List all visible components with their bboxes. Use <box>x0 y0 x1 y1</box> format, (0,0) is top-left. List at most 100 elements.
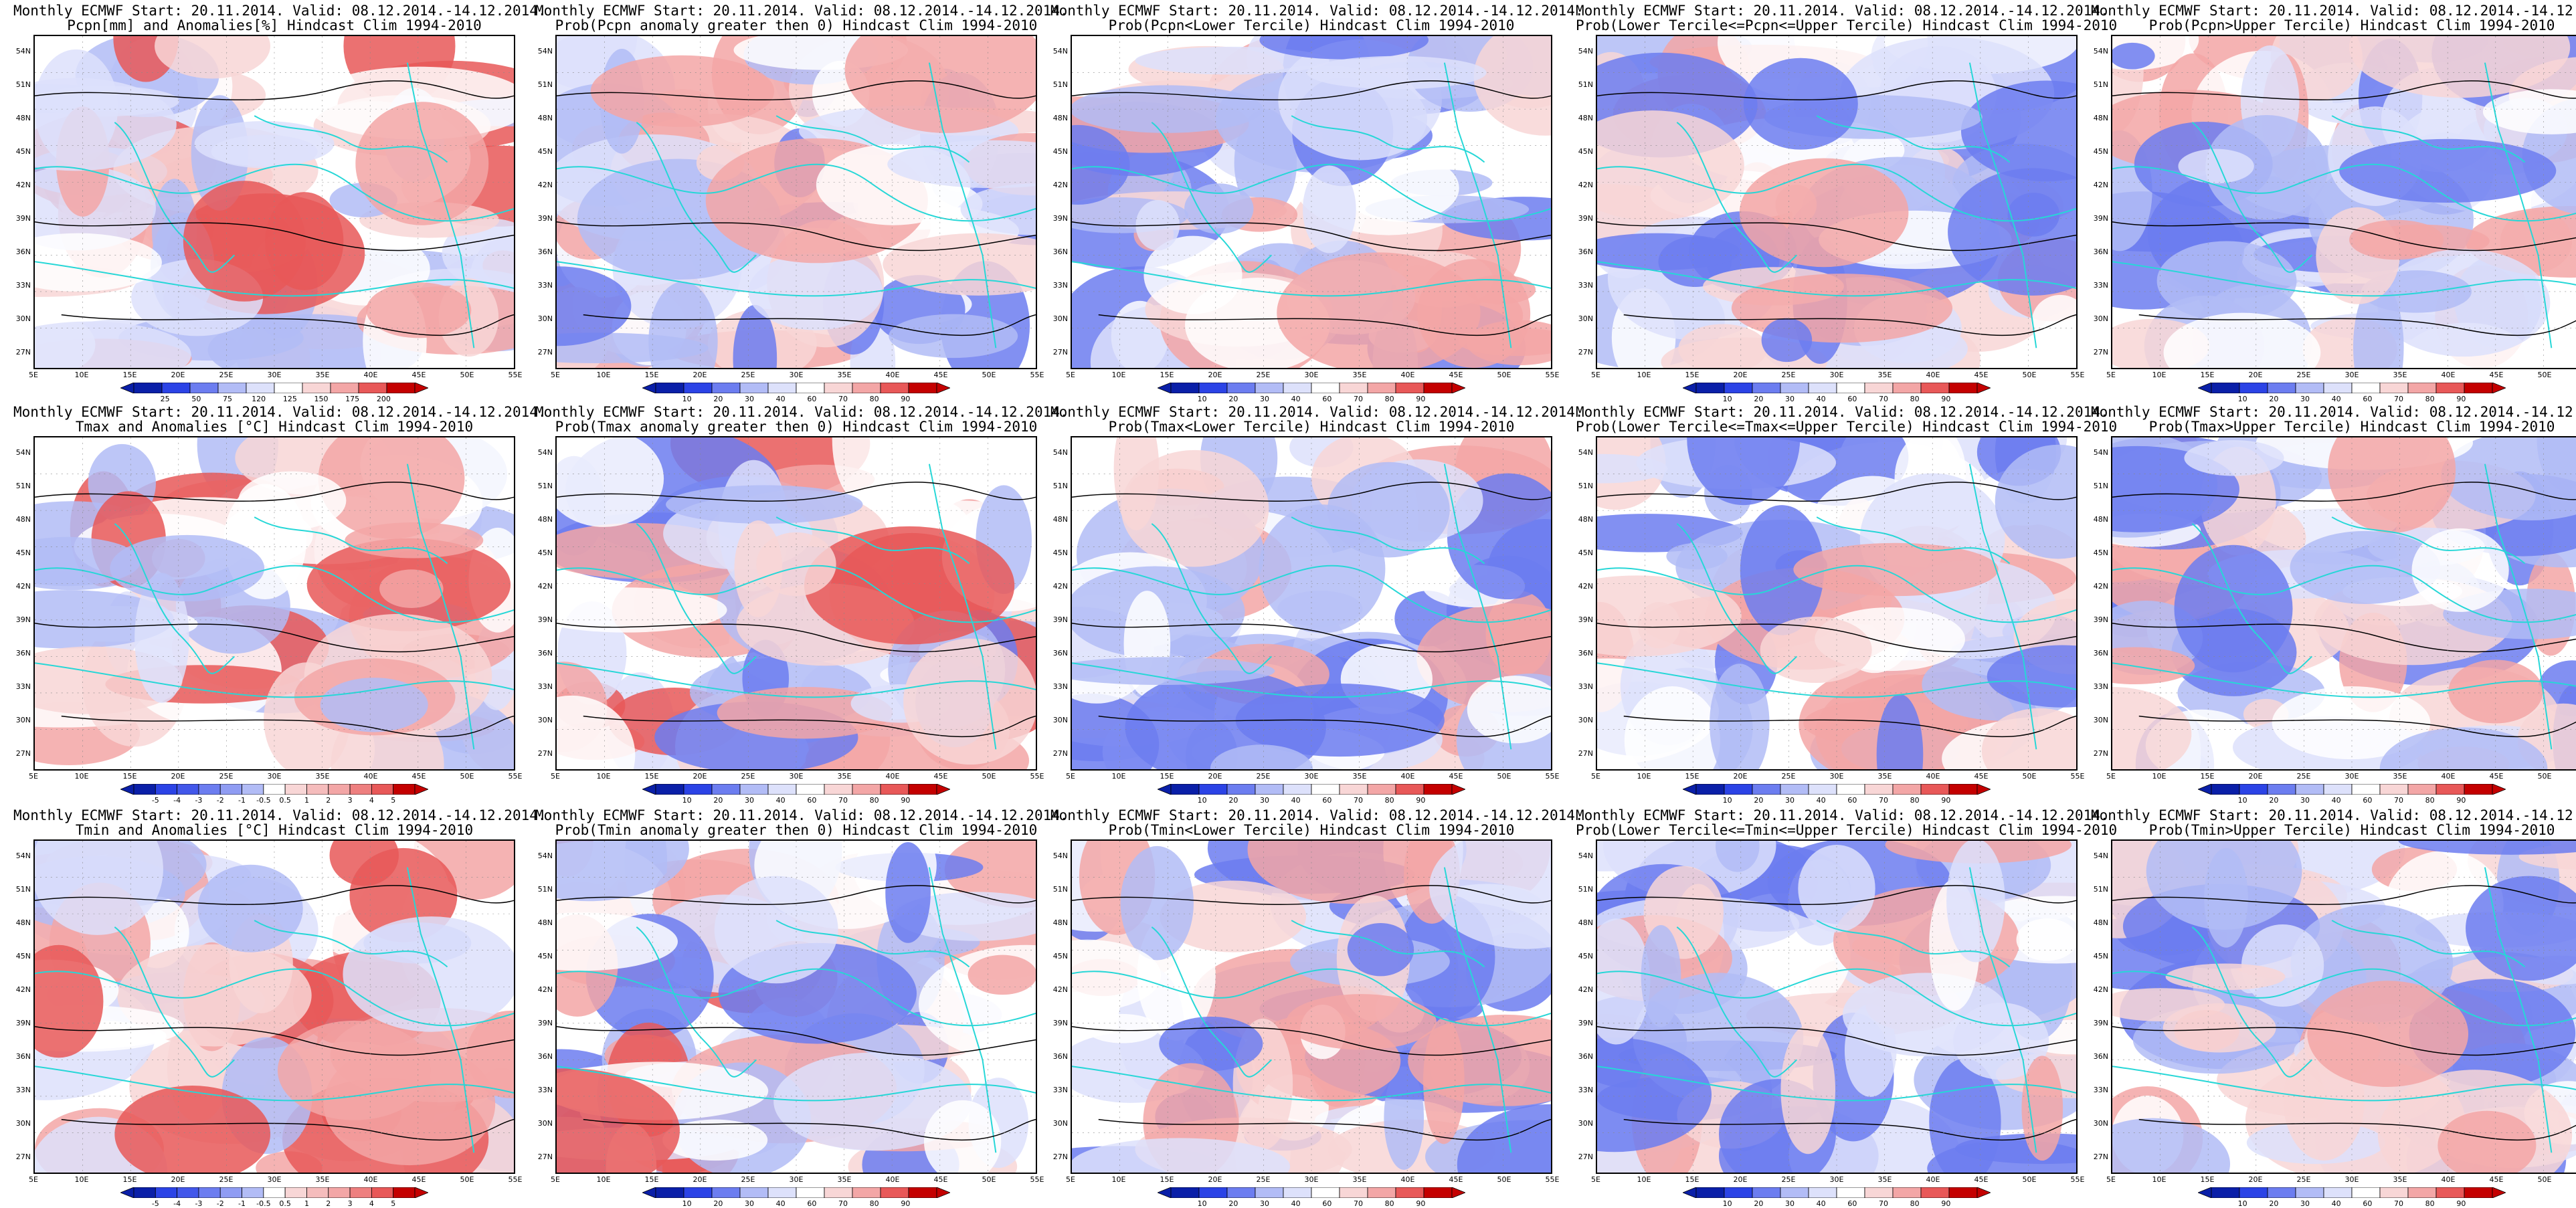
colorbar-label: 3 <box>347 796 353 805</box>
panel-tmin-3: Monthly ECMWF Start: 20.11.2014. Valid: … <box>1050 805 1584 1208</box>
lon-tick-label: 25E <box>741 772 755 781</box>
lat-tick-label: 36N <box>1578 1052 1593 1061</box>
lat-tick-label: 33N <box>1578 281 1593 290</box>
colorbar-label: 10 <box>1722 796 1732 805</box>
lat-tick-label: 30N <box>537 716 553 724</box>
lon-tick-label: 40E <box>363 1175 378 1184</box>
lon-tick-label: 35E <box>2393 1175 2407 1184</box>
lon-tick-label: 30E <box>267 772 282 781</box>
lat-tick-label: 27N <box>1578 1152 1593 1161</box>
lat-tick-label: 54N <box>15 448 31 457</box>
lon-tick-label: 40E <box>1400 772 1415 781</box>
lat-tick-label: 27N <box>15 1152 31 1161</box>
lon-tick-label: 40E <box>885 1175 900 1184</box>
lat-tick-label: 51N <box>2093 885 2108 894</box>
lon-tick-label: 45E <box>1449 1175 1463 1184</box>
colorbar-label: 80 <box>869 796 879 805</box>
colorbar-label: 70 <box>1354 395 1363 403</box>
panel-pcpn-5: Monthly ECMWF Start: 20.11.2014. Valid: … <box>2091 0 2576 403</box>
lat-tick-label: 54N <box>2093 448 2108 457</box>
lon-tick-label: 35E <box>315 1175 330 1184</box>
panel-title-line1: Monthly ECMWF Start: 20.11.2014. Valid: … <box>1576 404 2109 420</box>
lon-tick-label: 10E <box>1637 371 1651 379</box>
panel-tmax-3: Monthly ECMWF Start: 20.11.2014. Valid: … <box>1050 401 1584 805</box>
lon-tick-label: 20E <box>171 772 185 781</box>
colorbar-label: 1 <box>304 796 309 805</box>
lat-tick-label: 54N <box>537 448 553 457</box>
lat-tick-label: 45N <box>2093 548 2108 557</box>
colorbar-label: 60 <box>1322 395 1332 403</box>
lon-tick-label: 50E <box>2537 772 2552 781</box>
lat-tick-label: 54N <box>1052 448 1068 457</box>
panel-tmin-4: Monthly ECMWF Start: 20.11.2014. Valid: … <box>1576 805 2117 1208</box>
lon-tick-label: 55E <box>2070 371 2085 379</box>
lon-tick-label: 45E <box>1449 772 1463 781</box>
lat-tick-label: 42N <box>2093 985 2108 994</box>
lon-tick-label: 40E <box>2441 371 2456 379</box>
lon-tick-label: 15E <box>1160 1175 1174 1184</box>
lat-tick-label: 27N <box>1578 749 1593 758</box>
colorbar-label: 30 <box>1785 796 1795 805</box>
lon-tick-label: 30E <box>267 1175 282 1184</box>
panel-title-line2: Prob(Tmin>Upper Tercile) Hindcast Clim 1… <box>2148 822 2555 838</box>
panel-tmin-2: Monthly ECMWF Start: 20.11.2014. Valid: … <box>535 805 1069 1208</box>
lon-tick-label: 15E <box>1685 1175 1699 1184</box>
lat-tick-label: 42N <box>537 582 553 591</box>
lat-tick-label: 42N <box>1578 985 1593 994</box>
lat-tick-label: 30N <box>1052 314 1068 323</box>
lon-tick-label: 15E <box>122 371 137 379</box>
forecast-map <box>1596 436 2078 771</box>
lat-tick-label: 36N <box>2093 247 2108 256</box>
panel-title-line2: Tmin and Anomalies [°C] Hindcast Clim 19… <box>75 822 474 838</box>
lat-tick-label: 45N <box>1052 147 1068 156</box>
lon-tick-label: 5E <box>551 1175 560 1184</box>
lon-tick-label: 10E <box>1637 1175 1651 1184</box>
lat-tick-label: 27N <box>1052 749 1068 758</box>
lon-tick-label: 55E <box>1545 371 1560 379</box>
lon-tick-label: 35E <box>2393 371 2407 379</box>
lat-tick-label: 51N <box>2093 80 2108 89</box>
colorbar-label: 4 <box>369 796 374 805</box>
lon-tick-label: 35E <box>837 772 852 781</box>
lat-tick-label: 42N <box>537 181 553 189</box>
lon-tick-label: 50E <box>2537 371 2552 379</box>
lon-tick-label: 35E <box>2393 772 2407 781</box>
colorbar <box>642 1187 950 1198</box>
lat-tick-label: 48N <box>1578 918 1593 927</box>
lon-tick-label: 50E <box>460 772 474 781</box>
colorbar-label: 80 <box>2425 796 2435 805</box>
panel-title-line2: Prob(Lower Tercile<=Pcpn<=Upper Tercile)… <box>1576 17 2118 33</box>
colorbar-label: 90 <box>1941 796 1951 805</box>
lat-tick-label: 45N <box>1052 952 1068 961</box>
lon-tick-label: 45E <box>411 772 426 781</box>
panel-title-line2: Prob(Pcpn anomaly greater then 0) Hindca… <box>555 17 1038 33</box>
lon-tick-label: 5E <box>551 371 560 379</box>
colorbar <box>1158 1187 1465 1198</box>
lat-tick-label: 45N <box>2093 147 2108 156</box>
lon-tick-label: 35E <box>1877 1175 1892 1184</box>
lon-tick-label: 5E <box>1066 1175 1075 1184</box>
lat-tick-label: 30N <box>537 1119 553 1128</box>
lat-tick-label: 27N <box>15 749 31 758</box>
lat-tick-label: 48N <box>537 515 553 524</box>
lon-tick-label: 30E <box>789 371 804 379</box>
panel-title-line1: Monthly ECMWF Start: 20.11.2014. Valid: … <box>13 807 547 823</box>
lat-tick-label: 45N <box>1578 548 1593 557</box>
colorbar-label: 70 <box>2394 395 2403 403</box>
colorbar-label: 60 <box>2363 395 2373 403</box>
panel-title-line2: Tmax and Anomalies [°C] Hindcast Clim 19… <box>75 419 474 435</box>
lat-tick-label: 48N <box>2093 515 2108 524</box>
lat-tick-label: 27N <box>15 348 31 357</box>
lat-tick-label: 45N <box>15 147 31 156</box>
lon-tick-label: 10E <box>596 772 611 781</box>
forecast-map <box>2111 35 2576 369</box>
lat-tick-label: 39N <box>537 214 553 223</box>
lon-tick-label: 25E <box>1256 371 1271 379</box>
colorbar-label: 50 <box>191 395 201 403</box>
forecast-map <box>1071 35 1552 369</box>
lon-tick-label: 25E <box>2296 371 2311 379</box>
lat-tick-label: 45N <box>537 147 553 156</box>
lat-tick-label: 36N <box>2093 649 2108 658</box>
lon-tick-label: 30E <box>1304 772 1319 781</box>
colorbar-label: 80 <box>1910 796 1920 805</box>
